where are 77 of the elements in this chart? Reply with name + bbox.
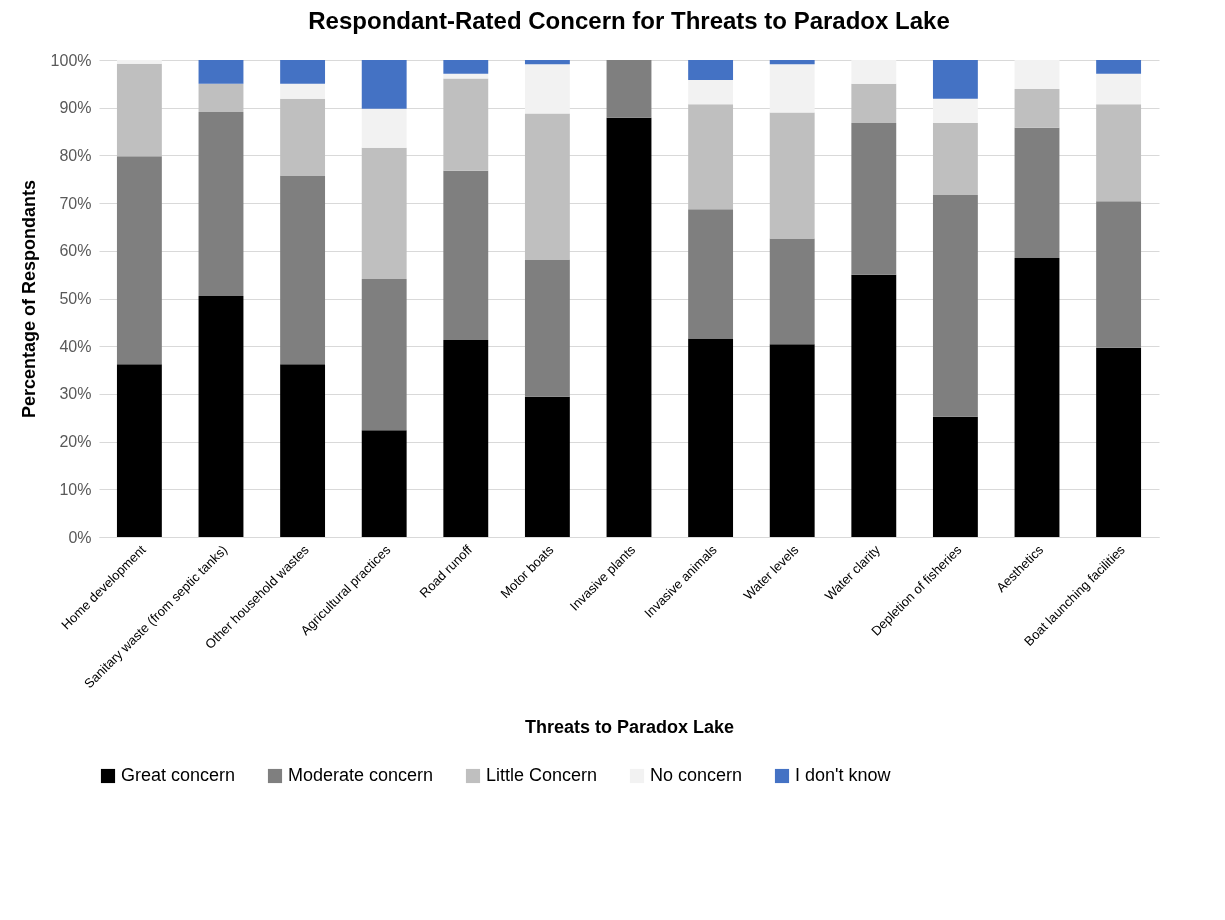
bar [116, 156, 162, 365]
bar [1014, 89, 1060, 128]
bar [932, 122, 978, 195]
x-axis-title: Threats to Paradox Lake [524, 717, 735, 738]
bar [1014, 60, 1060, 90]
bar [1014, 127, 1060, 258]
bar [443, 60, 489, 74]
y-tick-label: 20% [59, 433, 92, 451]
bar [1096, 347, 1142, 537]
bar [280, 83, 326, 99]
bar [198, 296, 244, 537]
legend-label: Little Concern [486, 765, 598, 785]
bar [443, 78, 489, 171]
bar [1096, 104, 1142, 202]
bar [851, 122, 897, 275]
bar [198, 60, 244, 84]
y-tick-label: 50% [59, 290, 92, 307]
bar [524, 259, 570, 397]
bar [280, 98, 326, 176]
bar [769, 60, 815, 65]
bar [116, 60, 162, 64]
bar [524, 64, 570, 114]
bar [443, 73, 489, 79]
bar [1096, 73, 1142, 105]
y-tick-label: 80% [59, 146, 92, 164]
bar [688, 104, 734, 210]
bar [280, 60, 326, 84]
bar [932, 194, 978, 417]
bar [116, 364, 162, 537]
y-tick-label: 30% [59, 385, 92, 403]
bar [361, 108, 407, 148]
bar [361, 60, 407, 109]
bar [1096, 60, 1142, 74]
bar [769, 238, 815, 345]
bar [524, 396, 570, 537]
y-tick-label: 0% [68, 528, 92, 546]
bar [688, 80, 734, 105]
bar [932, 60, 978, 99]
bar [198, 111, 244, 297]
bar [932, 98, 978, 123]
bar [198, 83, 244, 112]
y-tick-label: 10% [59, 480, 92, 498]
bar [1096, 201, 1142, 348]
bar [688, 209, 734, 339]
y-axis-title: Percentage of Respondants [18, 179, 39, 419]
bar [606, 60, 652, 118]
bar [116, 63, 162, 157]
y-tick-label: 40% [59, 337, 92, 355]
bar [851, 83, 897, 123]
bar [688, 60, 734, 81]
bar [688, 338, 734, 537]
bar [932, 416, 978, 537]
y-tick-label: 60% [59, 242, 92, 260]
bar [851, 274, 897, 537]
bar [606, 117, 652, 537]
bar [1014, 257, 1060, 537]
y-tick-label: 90% [59, 99, 92, 117]
legend-label: No concern [650, 765, 743, 785]
bar [524, 60, 570, 65]
legend-label: Moderate concern [288, 765, 434, 785]
bar [361, 278, 407, 431]
bar [769, 64, 815, 113]
legend-label: Great concern [121, 765, 236, 785]
bar [851, 60, 897, 84]
y-tick-label: 100% [50, 51, 92, 69]
bar [361, 430, 407, 537]
bar [280, 175, 326, 365]
bar [443, 170, 489, 340]
bar [769, 344, 815, 537]
y-tick-label: 70% [59, 194, 92, 212]
bar [443, 340, 489, 537]
bar [769, 112, 815, 239]
bar [524, 113, 570, 260]
legend-label: I don't know [795, 765, 892, 785]
chart-title: Respondant-Rated Concern for Threats to Paradox Lake [308, 7, 950, 34]
bar [361, 147, 407, 279]
bar [280, 364, 326, 537]
